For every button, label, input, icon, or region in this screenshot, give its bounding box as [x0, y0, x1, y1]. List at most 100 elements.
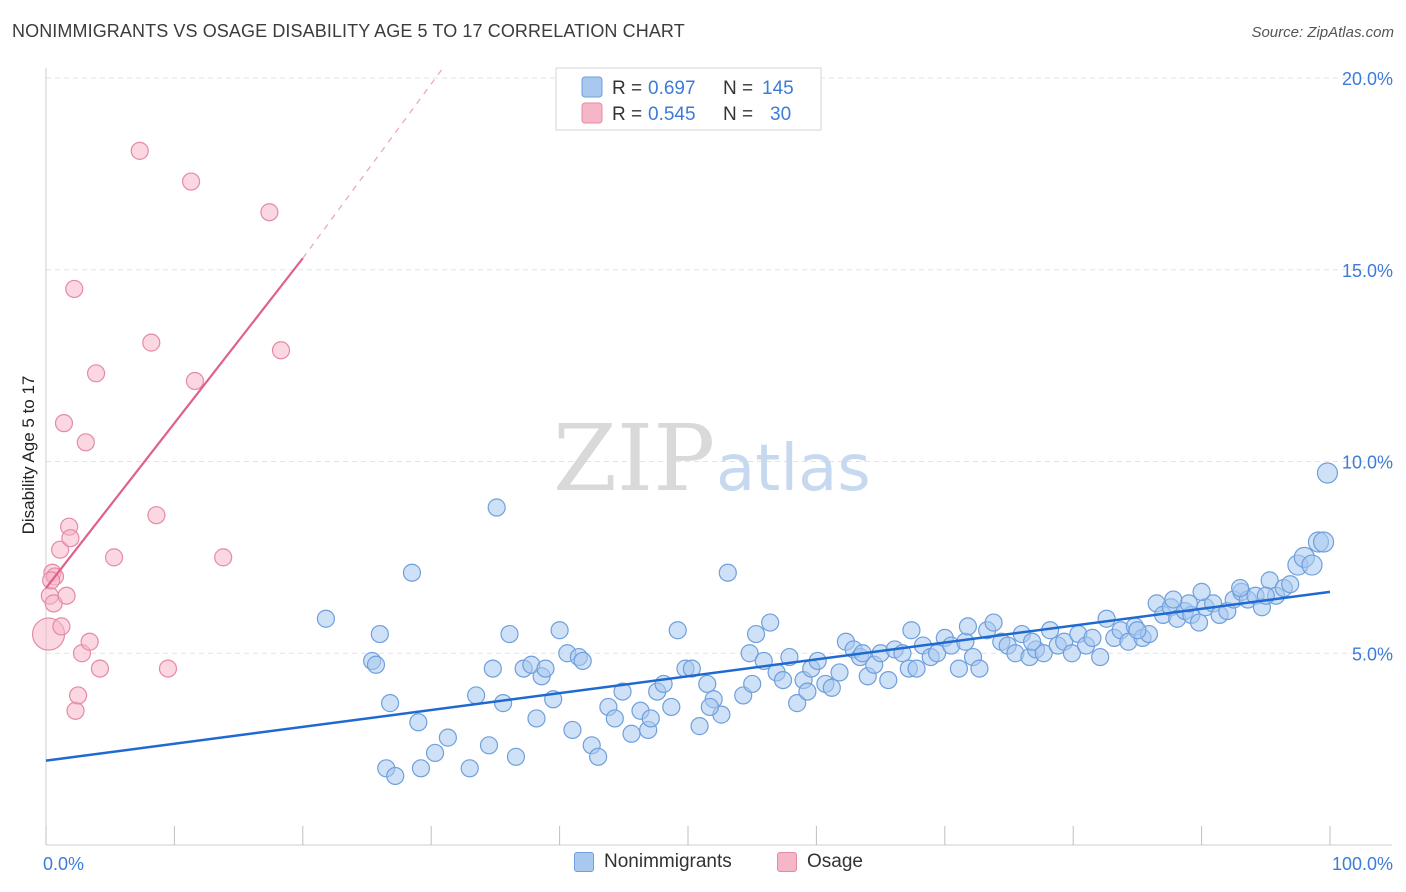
legend-label-nonimmigrants: Nonimmigrants: [604, 851, 732, 872]
data-point-nonimmigrants: [622, 724, 641, 743]
legend-n-value-2: 30: [770, 104, 791, 125]
data-point-nonimmigrants: [830, 663, 849, 682]
data-point-osage: [52, 617, 71, 636]
data-point-nonimmigrants: [483, 659, 502, 678]
data-point-nonimmigrants: [605, 709, 624, 728]
data-point-osage: [57, 586, 76, 605]
data-point-nonimmigrants: [402, 563, 422, 582]
data-point-nonimmigrants: [370, 624, 389, 644]
data-point-osage: [86, 364, 106, 383]
data-point-nonimmigrants: [386, 766, 405, 786]
data-point-osage: [80, 632, 99, 651]
data-point-nonimmigrants: [479, 736, 499, 755]
data-point-nonimmigrants: [500, 624, 519, 644]
data-point-nonimmigrants: [958, 617, 978, 636]
data-point-osage: [61, 529, 80, 548]
data-point-nonimmigrants: [460, 759, 479, 778]
x-tick-label: 0.0%: [43, 854, 84, 874]
chart-title: NONIMMIGRANTS VS OSAGE DISABILITY AGE 5 …: [12, 21, 685, 41]
data-point-osage: [185, 371, 205, 391]
data-point-nonimmigrants: [641, 709, 660, 728]
legend-swatch-pink: [581, 102, 603, 124]
data-point-nonimmigrants: [1192, 582, 1211, 601]
data-point-nonimmigrants: [879, 670, 898, 690]
data-point-osage: [54, 414, 74, 433]
data-point-nonimmigrants: [700, 697, 719, 717]
trend-line-osage: [45, 257, 304, 589]
data-point-nonimmigrants: [494, 694, 513, 713]
data-point-nonimmigrants: [1034, 644, 1053, 663]
data-point-nonimmigrants: [1128, 621, 1147, 640]
data-point-osage: [142, 333, 161, 352]
legend-n-label-2: N =: [723, 104, 753, 125]
data-point-nonimmigrants: [662, 697, 681, 717]
series-legend: Nonimmigrants Osage: [0, 851, 1406, 877]
data-point-nonimmigrants: [411, 759, 431, 778]
data-point-nonimmigrants: [1281, 575, 1300, 594]
data-point-nonimmigrants: [1301, 554, 1323, 576]
data-point-nonimmigrants: [788, 694, 807, 713]
legend-r-value-1: 0.697: [648, 78, 696, 99]
watermark: ZIP atlas: [553, 405, 871, 512]
data-point-nonimmigrants: [1316, 462, 1339, 484]
data-point-osage: [181, 172, 201, 191]
data-point-nonimmigrants: [822, 678, 841, 697]
legend-swatch-blue: [581, 76, 603, 98]
data-point-nonimmigrants: [970, 659, 989, 678]
data-point-nonimmigrants: [1062, 644, 1082, 663]
data-point-osage: [130, 141, 149, 160]
data-point-nonimmigrants: [316, 609, 336, 628]
y-tick-label: 10.0%: [1342, 453, 1393, 473]
data-point-osage: [76, 433, 95, 452]
data-point-osage: [158, 659, 178, 678]
data-point-osage: [214, 548, 233, 567]
watermark-zip: ZIP: [553, 405, 715, 512]
data-point-nonimmigrants: [1164, 590, 1183, 609]
data-point-nonimmigrants: [425, 743, 445, 763]
data-point-nonimmigrants: [1231, 578, 1250, 598]
y-tick-label: 20.0%: [1342, 69, 1393, 89]
data-point-nonimmigrants: [613, 682, 632, 701]
data-point-nonimmigrants: [718, 563, 737, 582]
series-osage-points: [31, 141, 291, 720]
data-point-nonimmigrants: [563, 720, 582, 740]
data-point-nonimmigrants: [949, 659, 969, 678]
data-point-nonimmigrants: [506, 747, 526, 766]
trend-line-osage-extension: [302, 66, 445, 259]
data-point-nonimmigrants: [467, 686, 486, 705]
legend-item-nonimmigrants: Nonimmigrants: [574, 851, 732, 873]
data-point-nonimmigrants: [798, 682, 817, 701]
data-point-osage: [51, 540, 70, 559]
nonimmigrants-swatch: [574, 852, 594, 872]
trend-line-nonimmigrants: [45, 590, 1331, 762]
data-point-nonimmigrants: [1312, 531, 1335, 553]
data-point-nonimmigrants: [761, 613, 780, 632]
data-point-nonimmigrants: [907, 659, 926, 678]
data-point-nonimmigrants: [668, 621, 687, 640]
grid-lines: [46, 77, 1392, 654]
data-point-nonimmigrants: [573, 651, 592, 671]
x-tick-label: 100.0%: [1332, 854, 1393, 874]
data-point-osage: [66, 701, 85, 720]
data-point-nonimmigrants: [902, 621, 921, 640]
data-point-nonimmigrants: [409, 713, 428, 732]
data-point-nonimmigrants: [682, 659, 701, 678]
osage-swatch: [777, 852, 797, 872]
data-point-nonimmigrants: [381, 694, 400, 713]
legend-item-osage: Osage: [777, 851, 863, 873]
data-point-osage: [260, 203, 279, 222]
data-point-osage: [271, 341, 291, 360]
data-point-osage: [147, 506, 166, 525]
legend-n-value-1: 145: [762, 78, 794, 99]
legend-r-label-2: R =: [612, 104, 642, 125]
data-point-nonimmigrants: [1023, 632, 1042, 651]
legend-r-label-1: R =: [612, 78, 642, 99]
y-tick-label: 5.0%: [1352, 644, 1393, 664]
tick-labels: 5.0% 10.0% 15.0% 20.0% 0.0% 100.0%: [43, 69, 1393, 874]
data-point-osage: [65, 279, 84, 299]
trend-lines: [45, 66, 1331, 762]
data-point-nonimmigrants: [487, 498, 506, 517]
data-point-nonimmigrants: [698, 674, 717, 694]
data-point-nonimmigrants: [690, 717, 709, 736]
